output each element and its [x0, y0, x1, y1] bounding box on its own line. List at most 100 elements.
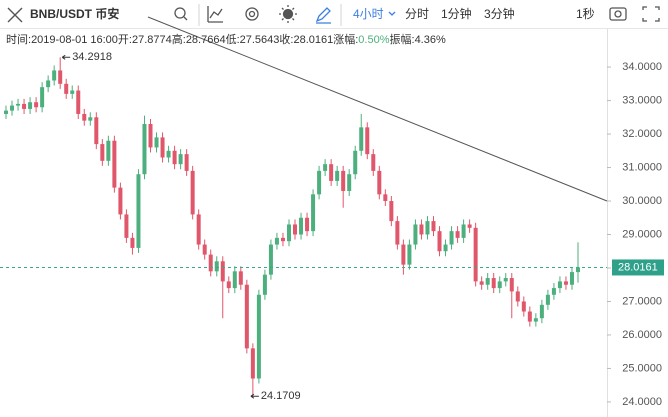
- candle-body: [82, 113, 87, 121]
- candle-body: [124, 214, 129, 238]
- price-badge: [612, 259, 664, 276]
- candle-body: [244, 284, 249, 349]
- y-tick-label: 24.0000: [622, 396, 662, 408]
- info-label: 涨幅:: [333, 33, 358, 46]
- info-value: 4.36%: [415, 34, 446, 46]
- candle-body: [293, 224, 298, 235]
- interval[interactable]: 1分钟: [441, 6, 472, 21]
- max-arrow: [61, 54, 71, 60]
- fullscreen-icon[interactable]: [642, 6, 660, 22]
- candle-body: [527, 311, 532, 322]
- min-arrow: [250, 393, 259, 399]
- candle-body: [557, 281, 562, 289]
- y-tick-label: 31.0000: [622, 161, 662, 173]
- candle-body: [280, 237, 285, 242]
- draw-icon[interactable]: [315, 7, 331, 24]
- candle-body: [250, 348, 255, 379]
- candle-body: [491, 278, 496, 289]
- min-label: 24.1709: [261, 390, 301, 402]
- candle-body: [22, 103, 27, 109]
- settings-icon[interactable]: [248, 10, 256, 18]
- toolbar: [0, 0, 668, 28]
- candle-body: [311, 194, 316, 232]
- close-icon[interactable]: [7, 7, 23, 23]
- candle-body: [286, 224, 291, 242]
- candle-body: [329, 164, 334, 181]
- candle-body: [64, 83, 69, 94]
- info-label: 低:: [226, 33, 240, 46]
- indicator-icon[interactable]: [207, 6, 223, 23]
- camera-icon[interactable]: [609, 7, 627, 21]
- info-value: 28.0161: [293, 34, 333, 46]
- candle-body: [431, 221, 436, 232]
- candle-body: [196, 214, 201, 245]
- settings-icon[interactable]: [245, 7, 259, 21]
- candle-body: [419, 224, 424, 235]
- candle-body: [305, 217, 310, 232]
- interval[interactable]: 4小时: [353, 7, 384, 21]
- toolbar-icons: [174, 4, 660, 26]
- info-label: 开:: [118, 34, 132, 46]
- candle-body: [262, 274, 267, 295]
- speed[interactable]: 1秒: [576, 7, 595, 21]
- camera-icon[interactable]: [614, 10, 622, 18]
- candle-body: [208, 254, 213, 272]
- info-value: 27.5643: [240, 34, 280, 46]
- theme-icon[interactable]: [282, 8, 294, 20]
- candle-body: [563, 281, 568, 285]
- theme-icon[interactable]: [279, 5, 297, 23]
- candle-body: [515, 291, 520, 302]
- candle-body: [539, 304, 544, 319]
- y-tick-label: 29.0000: [622, 228, 662, 240]
- interval[interactable]: 3分钟: [484, 6, 515, 21]
- candle-body: [76, 90, 81, 114]
- candle-body: [88, 117, 93, 121]
- candle-body: [256, 294, 261, 379]
- candle-body: [461, 224, 466, 238]
- interval[interactable]: 分时: [405, 7, 429, 21]
- candle-body: [16, 103, 21, 106]
- candle-body: [172, 150, 177, 165]
- candle-body: [166, 150, 171, 158]
- candle-body: [190, 170, 195, 215]
- candle-body: [341, 170, 346, 191]
- candle-body: [10, 105, 15, 111]
- symbol[interactable]: BNB/USDT 币安: [30, 6, 119, 21]
- candle-body: [184, 154, 189, 171]
- search-icon[interactable]: [183, 16, 188, 21]
- search-icon[interactable]: [174, 7, 186, 19]
- candle-body: [377, 170, 382, 195]
- candle-body: [449, 231, 454, 245]
- candle-body: [437, 231, 442, 252]
- candle-body: [395, 221, 400, 245]
- candle-body: [299, 217, 304, 235]
- info-text: 时间:2019-08-01 16:00开:27.8774高:28.7664低:2…: [6, 32, 446, 46]
- candle-body: [4, 110, 8, 114]
- y-tick-label: 27.0000: [622, 295, 662, 307]
- candle-body: [467, 224, 472, 228]
- candle-body: [443, 244, 448, 252]
- info-value: 27.8774: [132, 34, 172, 46]
- candle-body: [232, 271, 237, 289]
- candle-body: [142, 124, 147, 175]
- chevron[interactable]: [388, 11, 396, 16]
- candle-body: [323, 164, 328, 171]
- candle-body: [576, 267, 580, 273]
- candle-body: [220, 261, 225, 282]
- candle-body: [94, 117, 99, 145]
- candle-body: [58, 70, 63, 84]
- candle-body: [509, 278, 514, 292]
- candle-body: [160, 137, 165, 158]
- candle-body: [214, 261, 219, 272]
- y-tick-label: 32.0000: [622, 128, 662, 140]
- max-label: 34.2918: [72, 51, 112, 63]
- candle-body: [551, 288, 556, 295]
- candle-body: [40, 87, 45, 108]
- candle-body: [425, 221, 430, 235]
- candle-body: [70, 90, 75, 94]
- candle-body: [413, 224, 418, 245]
- candle-body: [389, 201, 394, 222]
- candle-body: [371, 154, 376, 171]
- candle-body: [130, 237, 135, 248]
- candle-body: [353, 150, 358, 175]
